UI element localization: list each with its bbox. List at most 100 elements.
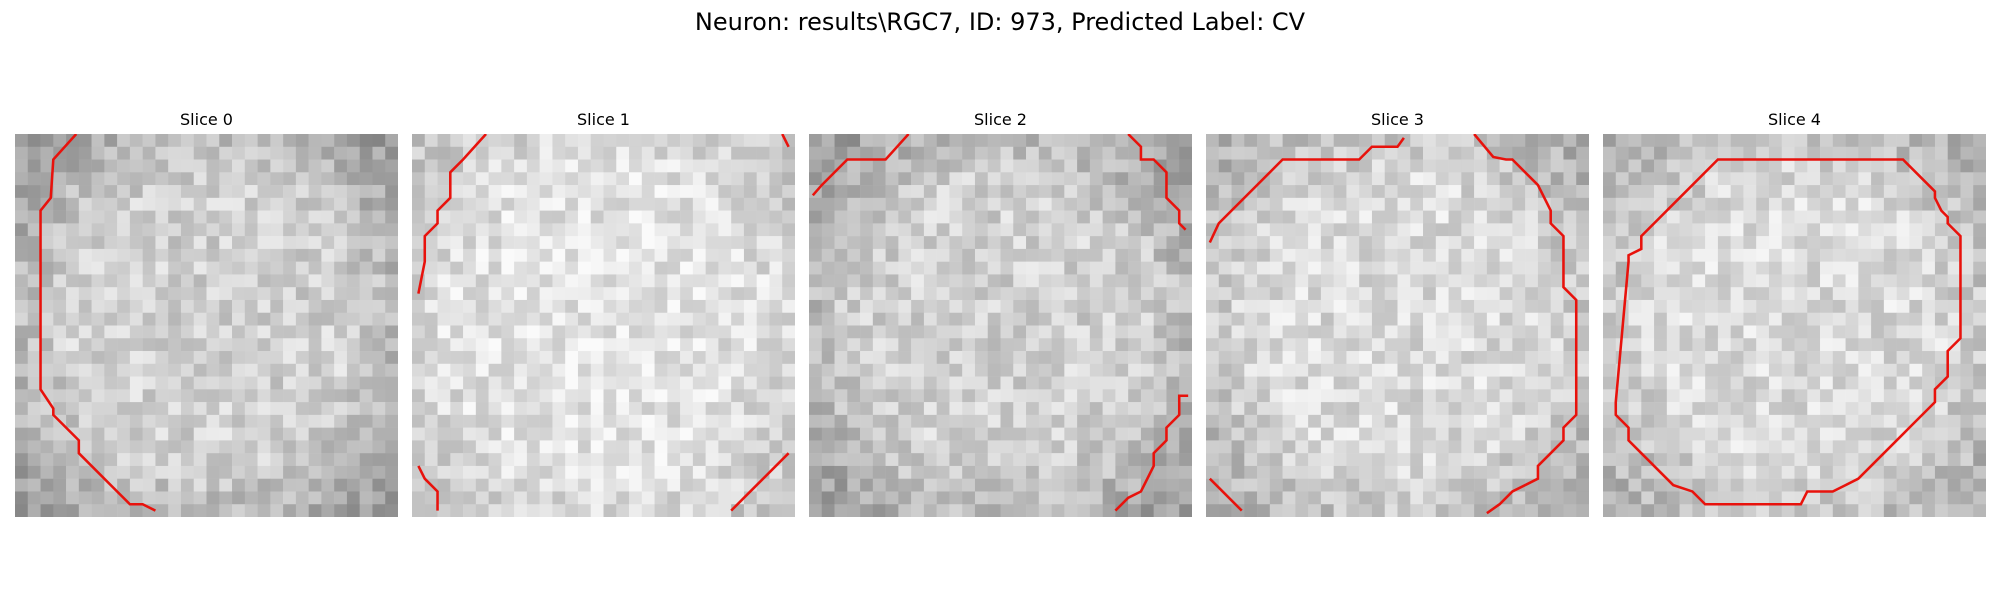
image-pixel (514, 185, 528, 199)
image-pixel (117, 197, 131, 211)
image-pixel (1499, 134, 1513, 148)
image-pixel (629, 261, 643, 275)
image-pixel (1410, 172, 1424, 186)
image-pixel (1013, 248, 1027, 262)
image-pixel (1615, 261, 1629, 275)
image-pixel (962, 210, 976, 224)
image-pixel (412, 312, 426, 326)
image-pixel (1628, 491, 1642, 505)
image-pixel (283, 159, 297, 173)
image-pixel (53, 248, 67, 262)
image-pixel (1077, 402, 1091, 416)
image-pixel (334, 478, 348, 492)
segmentation-contour (417, 465, 439, 511)
image-pixel (1883, 274, 1897, 288)
image-pixel (1781, 491, 1795, 505)
image-pixel (40, 491, 54, 505)
image-pixel (1089, 274, 1103, 288)
image-pixel (1115, 376, 1129, 390)
image-pixel (1140, 402, 1154, 416)
image-pixel (295, 478, 309, 492)
image-pixel (308, 478, 322, 492)
image-pixel (769, 159, 783, 173)
image-pixel (40, 478, 54, 492)
image-pixel (1486, 478, 1500, 492)
image-pixel (180, 236, 194, 250)
image-pixel (1244, 248, 1258, 262)
image-pixel (1295, 402, 1309, 416)
image-pixel (1883, 210, 1897, 224)
image-pixel (117, 338, 131, 352)
image-pixel (809, 389, 823, 403)
image-pixel (898, 491, 912, 505)
image-pixel (142, 134, 156, 148)
image-pixel (104, 453, 118, 467)
image-pixel (40, 236, 54, 250)
image-pixel (1077, 453, 1091, 467)
image-pixel (219, 465, 233, 479)
image-pixel (705, 376, 719, 390)
image-pixel (193, 351, 207, 365)
image-pixel (1244, 172, 1258, 186)
image-pixel (1218, 402, 1232, 416)
image-pixel (53, 389, 67, 403)
image-pixel (321, 363, 335, 377)
image-pixel (743, 197, 757, 211)
image-pixel (15, 312, 29, 326)
image-pixel (244, 299, 258, 313)
image-pixel (1359, 427, 1373, 441)
image-pixel (450, 389, 464, 403)
image-pixel (270, 440, 284, 454)
image-pixel (743, 299, 757, 313)
image-pixel (1308, 491, 1322, 505)
image-pixel (821, 312, 835, 326)
image-pixel (232, 197, 246, 211)
image-pixel (1423, 338, 1437, 352)
image-pixel (1333, 197, 1347, 211)
image-pixel (206, 248, 220, 262)
image-pixel (629, 274, 643, 288)
image-pixel (1845, 287, 1859, 301)
image-pixel (1448, 504, 1462, 517)
image-pixel (898, 402, 912, 416)
image-pixel (782, 325, 795, 339)
image-pixel (1692, 338, 1706, 352)
image-pixel (1064, 248, 1078, 262)
image-pixel (53, 478, 67, 492)
image-pixel (1282, 427, 1296, 441)
image-pixel (78, 236, 92, 250)
image-pixel (1206, 478, 1220, 492)
image-pixel (1435, 453, 1449, 467)
image-pixel (155, 185, 169, 199)
image-pixel (450, 440, 464, 454)
image-pixel (1922, 236, 1936, 250)
image-pixel (385, 504, 398, 517)
image-pixel (1832, 185, 1846, 199)
image-pixel (1206, 197, 1220, 211)
image-pixel (450, 210, 464, 224)
image-pixel (936, 338, 950, 352)
image-pixel (834, 389, 848, 403)
image-pixel (974, 287, 988, 301)
image-pixel (552, 146, 566, 160)
image-pixel (1743, 210, 1757, 224)
image-pixel (782, 312, 795, 326)
image-pixel (962, 351, 976, 365)
image-pixel (1832, 376, 1846, 390)
image-pixel (155, 274, 169, 288)
image-pixel (641, 146, 655, 160)
image-pixel (283, 146, 297, 160)
image-pixel (782, 351, 795, 365)
image-pixel (1615, 185, 1629, 199)
image-pixel (539, 274, 553, 288)
image-pixel (1705, 312, 1719, 326)
image-pixel (834, 299, 848, 313)
image-pixel (1410, 210, 1424, 224)
image-pixel (308, 414, 322, 428)
image-pixel (1654, 351, 1668, 365)
image-pixel (1308, 236, 1322, 250)
image-pixel (27, 478, 41, 492)
image-pixel (1423, 299, 1437, 313)
image-pixel (1000, 478, 1014, 492)
image-pixel (372, 185, 386, 199)
